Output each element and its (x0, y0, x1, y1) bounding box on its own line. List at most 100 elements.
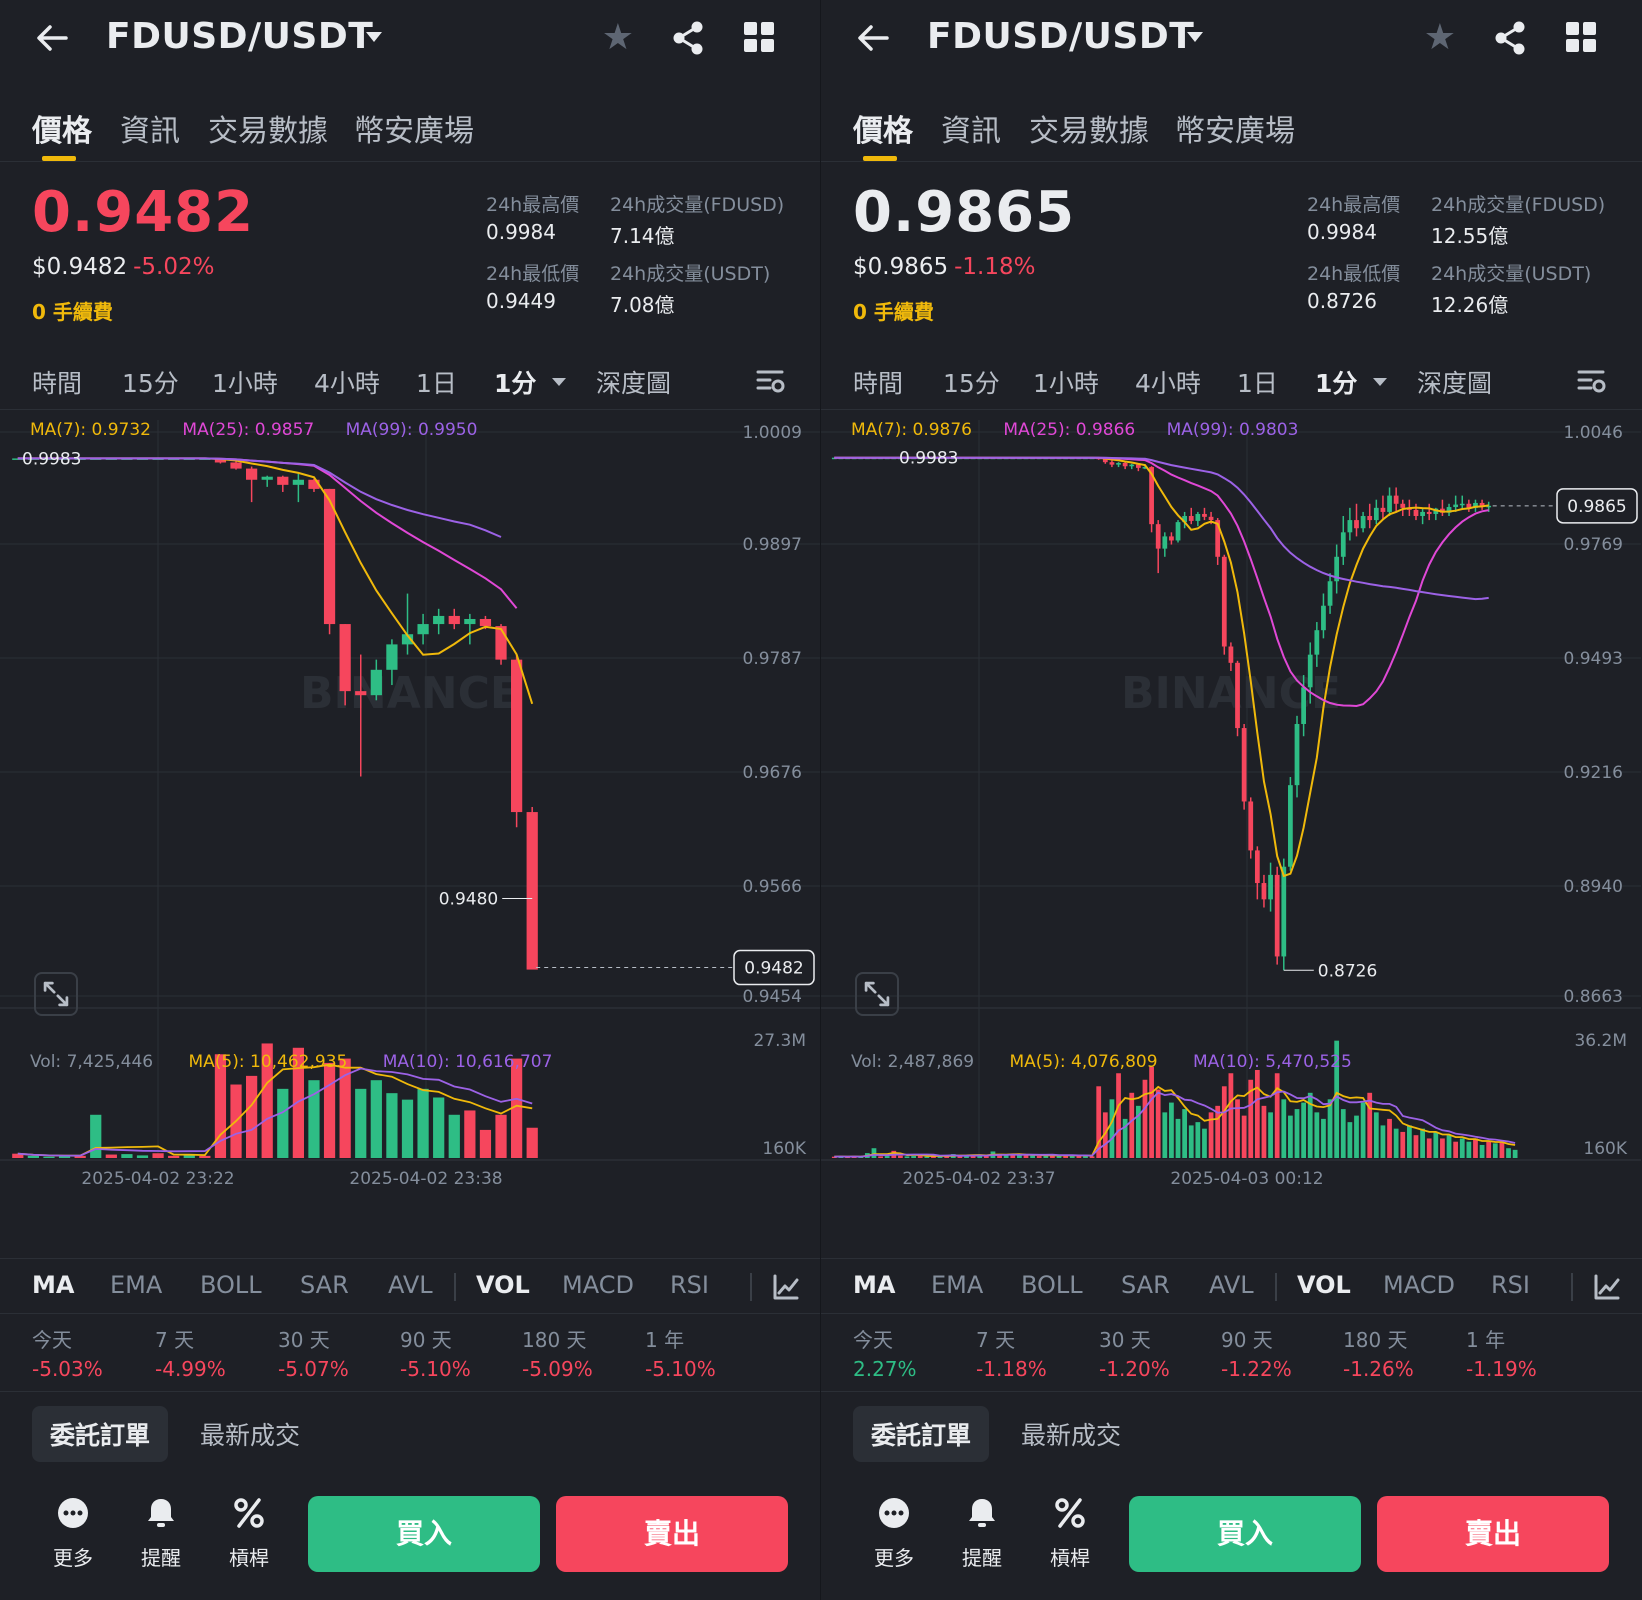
candle (1188, 507, 1194, 525)
tf-time[interactable]: 時間 (853, 369, 904, 398)
ind-ma[interactable]: MA (32, 1271, 75, 1299)
zero-fee-badge[interactable]: 0 手續費 (32, 300, 113, 324)
ind-rsi[interactable]: RSI (1491, 1271, 1530, 1299)
tf-1d[interactable]: 1日 (416, 369, 457, 398)
tf-4h[interactable]: 4小時 (1135, 369, 1201, 398)
indicator-settings-icon[interactable] (772, 1273, 800, 1301)
volume-bar (1281, 1099, 1287, 1158)
tf-15m[interactable]: 15分 (943, 369, 1000, 398)
ma99-line (834, 456, 1489, 601)
buy-button[interactable]: 買入 (1129, 1496, 1361, 1572)
back-arrow-icon[interactable] (32, 18, 72, 58)
pair-dropdown-icon[interactable] (1187, 32, 1203, 42)
more-button[interactable]: 更多 (859, 1496, 929, 1571)
favorite-star-icon[interactable]: ★ (601, 17, 634, 58)
indicator-settings-icon[interactable] (1593, 1273, 1621, 1301)
ind-avl[interactable]: AVL (388, 1271, 433, 1299)
chart-settings-icon[interactable] (756, 366, 786, 396)
sell-button[interactable]: 賣出 (556, 1496, 788, 1572)
grid-menu-icon[interactable] (1566, 22, 1598, 54)
tf-more-icon[interactable] (552, 378, 566, 386)
tf-1h[interactable]: 1小時 (1033, 369, 1099, 398)
chart-settings-icon[interactable] (1577, 366, 1607, 396)
high-label: 24h最高價 (486, 194, 580, 216)
vol-quote-value: 7.08億 (610, 293, 675, 317)
tab-recent-trades[interactable]: 最新成交 (1021, 1421, 1122, 1450)
volume-bar (1400, 1131, 1406, 1158)
tf-time[interactable]: 時間 (32, 369, 83, 398)
ind-ema[interactable]: EMA (110, 1271, 163, 1299)
pair-dropdown-icon[interactable] (366, 32, 382, 42)
x-tick-label: 2025-04-02 23:22 (81, 1169, 234, 1189)
price-chart[interactable]: BINANCE1.00460.97690.94930.92160.89400.8… (821, 420, 1641, 1220)
volume-bar (1433, 1131, 1439, 1158)
tf-1d[interactable]: 1日 (1237, 369, 1278, 398)
ind-ema[interactable]: EMA (931, 1271, 984, 1299)
share-icon[interactable] (1490, 18, 1530, 58)
candle (1400, 499, 1406, 517)
volume-bar (1301, 1102, 1306, 1158)
tab-price[interactable]: 價格 (853, 114, 913, 149)
ind-boll[interactable]: BOLL (1021, 1271, 1083, 1299)
leverage-button[interactable]: 槓桿 (214, 1496, 284, 1571)
tab-info[interactable]: 資訊 (120, 114, 180, 149)
tab-trading-data[interactable]: 交易數據 (208, 114, 328, 149)
favorite-star-icon[interactable]: ★ (1423, 17, 1456, 58)
grid-menu-icon[interactable] (744, 22, 776, 54)
fullscreen-icon[interactable] (855, 972, 899, 1016)
volume-bar (831, 1156, 837, 1158)
buy-button[interactable]: 買入 (308, 1496, 540, 1572)
tf-4h[interactable]: 4小時 (314, 369, 380, 398)
ind-vol[interactable]: VOL (476, 1271, 530, 1299)
ind-macd[interactable]: MACD (1383, 1271, 1455, 1299)
ind-sar[interactable]: SAR (300, 1271, 349, 1299)
candle (1360, 511, 1366, 533)
more-button[interactable]: 更多 (38, 1496, 108, 1571)
volume-bar (1453, 1141, 1459, 1158)
tf-more-icon[interactable] (1373, 378, 1387, 386)
tab-price[interactable]: 價格 (32, 114, 92, 149)
ind-vol[interactable]: VOL (1297, 1271, 1351, 1299)
more-icon (879, 1498, 909, 1528)
fullscreen-icon[interactable] (34, 972, 78, 1016)
alert-button[interactable]: 提醒 (126, 1496, 196, 1571)
volume-bar (1228, 1073, 1234, 1158)
candle (1288, 777, 1293, 871)
tf-15m[interactable]: 15分 (122, 369, 179, 398)
ind-macd[interactable]: MACD (562, 1271, 634, 1299)
tf-1m[interactable]: 1分 (1315, 369, 1358, 398)
ind-avl[interactable]: AVL (1209, 1271, 1254, 1299)
back-arrow-icon[interactable] (853, 18, 893, 58)
ind-boll[interactable]: BOLL (200, 1271, 262, 1299)
tab-square[interactable]: 幣安廣場 (354, 114, 474, 149)
volume-bar (511, 1058, 523, 1158)
volume-bar (277, 1088, 289, 1158)
tab-trading-data[interactable]: 交易數據 (1029, 114, 1149, 149)
share-icon[interactable] (668, 18, 708, 58)
tf-depth[interactable]: 深度圖 (1417, 369, 1493, 398)
ind-ma[interactable]: MA (853, 1271, 896, 1299)
volume-bar (1380, 1125, 1386, 1158)
alert-button[interactable]: 提醒 (947, 1496, 1017, 1571)
indicator-divider (454, 1273, 456, 1301)
tab-info[interactable]: 資訊 (941, 114, 1001, 149)
tab-open-orders[interactable]: 委託訂單 (32, 1406, 169, 1462)
tab-square[interactable]: 幣安廣場 (1175, 114, 1295, 149)
zero-fee-badge[interactable]: 0 手續費 (853, 300, 934, 324)
leverage-button[interactable]: 槓桿 (1035, 1496, 1105, 1571)
tf-1m[interactable]: 1分 (494, 369, 537, 398)
volume-bar (433, 1097, 445, 1158)
pair-title[interactable]: FDUSD/USDT (106, 16, 374, 57)
price-chart[interactable]: BINANCE 1.0009 0.9897 0.9787 0.9676 0.9566 0.9… (0, 420, 820, 1220)
volume-bar (1512, 1149, 1518, 1158)
pair-title[interactable]: FDUSD/USDT (927, 16, 1195, 57)
ind-sar[interactable]: SAR (1121, 1271, 1170, 1299)
ind-rsi[interactable]: RSI (670, 1271, 709, 1299)
sell-button[interactable]: 賣出 (1377, 1496, 1609, 1572)
volume-bar (1241, 1115, 1247, 1158)
tab-open-orders[interactable]: 委託訂單 (853, 1406, 990, 1462)
tf-1h[interactable]: 1小時 (212, 369, 278, 398)
tf-depth[interactable]: 深度圖 (596, 369, 672, 398)
tab-recent-trades[interactable]: 最新成交 (200, 1421, 301, 1450)
